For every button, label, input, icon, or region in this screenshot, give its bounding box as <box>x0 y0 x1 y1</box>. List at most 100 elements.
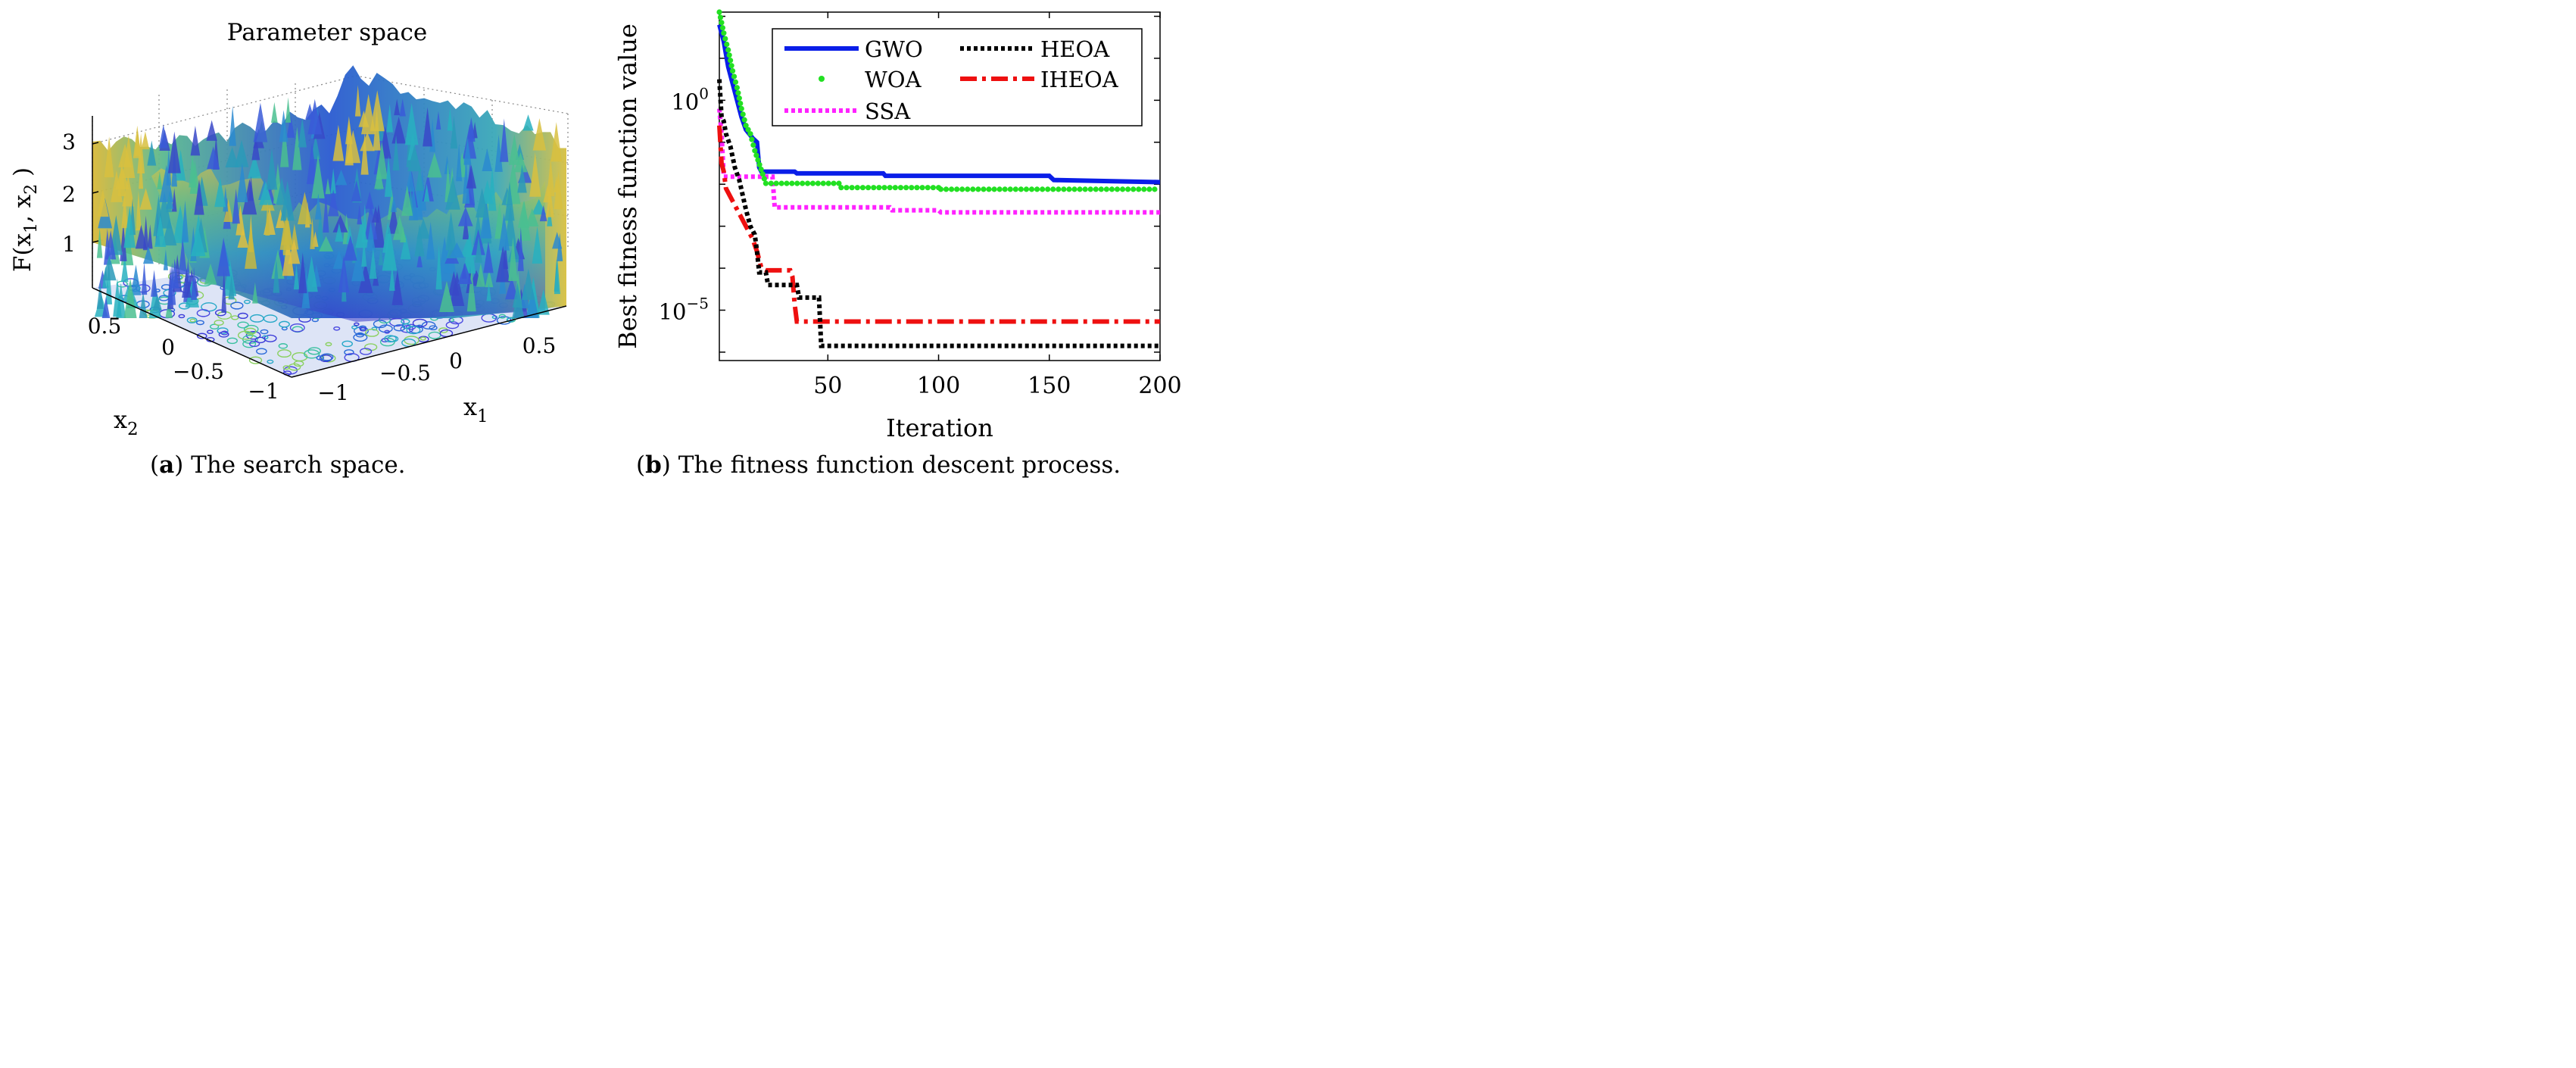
surface-facet <box>316 209 325 251</box>
surface-facet <box>290 223 299 250</box>
zlabel-part: x <box>9 233 36 247</box>
contour-line <box>189 318 196 323</box>
contour-line <box>226 337 238 345</box>
series-woa-point <box>1012 186 1018 192</box>
contour-line <box>320 353 334 361</box>
surface-facet <box>307 142 318 185</box>
surface-facet <box>494 134 503 172</box>
surface-facet <box>167 131 181 173</box>
contour-line <box>307 347 321 355</box>
surface-facet <box>235 205 245 236</box>
series-woa-point <box>1056 186 1062 192</box>
caption-b-letter: b <box>645 451 662 479</box>
series-woa-point <box>728 58 734 64</box>
surface-facet <box>400 233 411 260</box>
surface-facet <box>204 263 217 285</box>
surface-facet <box>147 140 157 166</box>
series-woa-point <box>740 111 746 117</box>
legend-label-ssa: SSA <box>865 98 911 124</box>
series-woa-point <box>756 161 763 168</box>
contour-line <box>249 314 264 323</box>
series-woa-point <box>1103 186 1109 192</box>
contour-line <box>195 320 204 326</box>
chart-b-ticks <box>719 12 1161 361</box>
surface-facet <box>504 181 515 221</box>
series-woa-point <box>749 136 755 142</box>
surface-facet <box>360 133 369 175</box>
surface-facet <box>517 226 524 271</box>
surface-facet <box>137 133 145 174</box>
surface-facet <box>136 190 142 231</box>
series-woa-point <box>738 105 744 112</box>
surface-facet <box>130 264 142 295</box>
surface-facet <box>332 250 345 269</box>
surface-facet <box>504 205 517 247</box>
surface-facet <box>171 188 177 212</box>
zlabel-part: F( <box>9 247 36 273</box>
surface-facet <box>547 158 555 197</box>
surface-facet <box>133 125 142 158</box>
surface-facet <box>445 211 457 251</box>
contour-line <box>293 360 304 367</box>
surface-facet <box>508 236 518 282</box>
series-woa-point <box>741 117 747 123</box>
legend-label-woa: WOA <box>865 67 922 92</box>
chart-b-x-tick: 200 <box>1138 373 1181 399</box>
surface-facet <box>343 235 357 261</box>
surface-facet <box>358 111 370 127</box>
caption-b-text: The fitness function descent process. <box>678 451 1121 479</box>
series-woa-point <box>738 100 744 107</box>
series-woa-point <box>975 186 981 192</box>
contour-line <box>384 335 397 343</box>
chart-a-y-axis-label: x2 <box>114 405 139 439</box>
series-woa-point <box>815 180 821 186</box>
surface-facet <box>550 122 563 162</box>
surface-facet <box>525 208 539 226</box>
surface-facet <box>181 200 189 242</box>
series-woa-point <box>731 73 738 80</box>
series-woa-point <box>925 185 931 191</box>
series-woa-point <box>755 157 761 163</box>
contour-line <box>319 354 332 363</box>
surface-facet <box>285 97 292 123</box>
contour-line <box>429 325 438 331</box>
series-woa-point <box>948 186 955 192</box>
series-woa-point <box>836 180 842 186</box>
caption-a-text: The search space. <box>191 451 406 479</box>
series-woa-point <box>838 185 844 191</box>
contour-line <box>498 314 507 319</box>
series-woa-point <box>750 142 756 148</box>
series-woa-point <box>735 90 741 96</box>
contour-line <box>217 327 229 335</box>
series-woa-point <box>745 126 751 133</box>
chart-a-x-tick: −1 <box>317 380 348 405</box>
surface-facet <box>391 270 404 305</box>
surface-facet <box>206 120 217 141</box>
chart-b-y-tick: 100 <box>671 84 709 114</box>
surface-facet <box>161 217 177 246</box>
surface-facet <box>463 230 476 273</box>
surface-facet <box>384 155 393 197</box>
surface-facet <box>276 209 285 229</box>
contour-line <box>249 340 260 348</box>
series-woa-point <box>881 185 887 191</box>
contour-line <box>243 299 251 304</box>
contour-line <box>231 315 239 320</box>
chart-b-x-tick: 50 <box>813 373 842 399</box>
contour-line <box>412 318 428 328</box>
series-woa-point <box>721 30 727 36</box>
chart-b-y-axis-label: Best fitness function value <box>613 23 642 349</box>
surface-facet <box>237 228 249 248</box>
series-woa-point <box>1045 186 1051 192</box>
series-heoa-line <box>717 79 1160 348</box>
surface-facet <box>365 191 375 209</box>
contour-line <box>401 323 411 329</box>
chart-a-y-tick: 0 <box>161 335 175 360</box>
series-woa-point <box>1136 186 1142 192</box>
contour-line <box>448 318 455 322</box>
series-woa-point <box>825 180 831 186</box>
surface-facet <box>495 245 510 283</box>
series-woa-point <box>1109 186 1115 192</box>
surface-facet <box>332 214 348 233</box>
surface-facet <box>151 270 157 297</box>
